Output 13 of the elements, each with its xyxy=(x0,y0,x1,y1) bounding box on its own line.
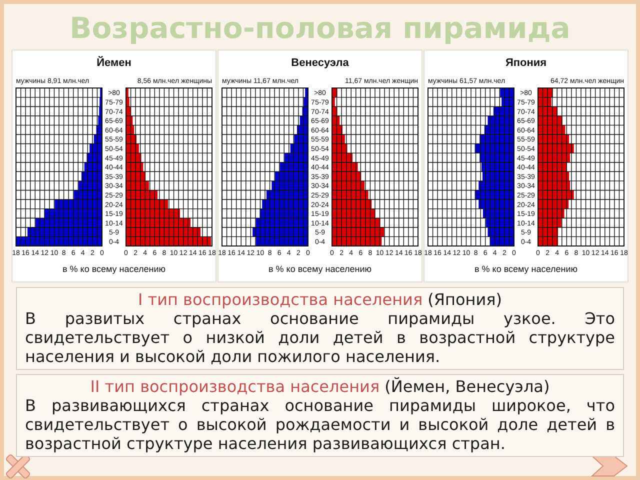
text: II тип воспроизводства населения xyxy=(90,377,380,396)
text: (Япония) xyxy=(428,290,502,309)
chart-title: Йемен xyxy=(96,56,132,69)
chart-title: Япония xyxy=(505,57,547,69)
x-axis-title: в % ко всему населению xyxy=(268,264,372,274)
text: I тип воспроизводства населения xyxy=(138,290,423,309)
text: В развивающихся странах основание пирамиды широкое, что свидетельствует о высокой рождаемости и высокой доле детей в возрастной структуре населения развивающихся стран. xyxy=(25,396,615,453)
chart-title: Венесуэла xyxy=(291,57,350,69)
x-axis-title: в % ко всему населению xyxy=(474,264,578,274)
text: (Йемен, Венесуэла) xyxy=(384,377,550,396)
text: В развитых странах основание пирамиды узкое. Это свидетельствует о низкой доли детей в возрастной структуре населения и высокой доли пожилого населения. xyxy=(25,309,615,366)
x-axis-title: в % ко всему населению xyxy=(62,264,166,274)
text: Возрастно-половая пирамида xyxy=(70,11,570,45)
